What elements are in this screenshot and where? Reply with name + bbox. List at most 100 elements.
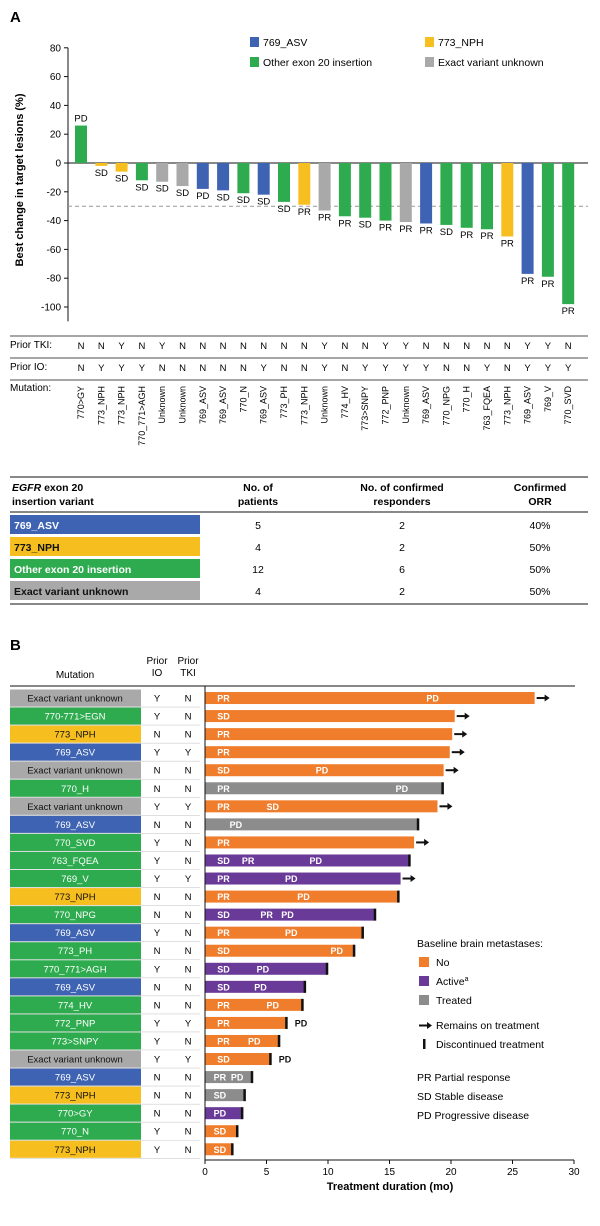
waterfall-bar-8 xyxy=(237,163,250,194)
bar-label-17-1: PD xyxy=(267,1000,280,1010)
row-prior-tki-18: Y xyxy=(185,1018,192,1029)
bar-label-20-1: PD xyxy=(279,1055,292,1065)
table-header-responders-2: responders xyxy=(373,496,430,508)
mutation-label-19: 770_H xyxy=(462,386,472,413)
col-header-prior-tki-2: TKI xyxy=(180,668,196,679)
row-prior-tki-10: Y xyxy=(185,874,192,885)
duration-bar-9 xyxy=(205,854,410,867)
discontinued-tick-15 xyxy=(325,962,329,975)
prior-io-9: Y xyxy=(261,363,268,374)
y-tick-label-1: 60 xyxy=(50,72,62,83)
row-prior-io-10: Y xyxy=(154,874,161,885)
prior-io-15: Y xyxy=(382,363,389,374)
bar-label-5-0: PR xyxy=(217,784,230,794)
response-label-8: SD xyxy=(237,195,250,206)
prior-io-7: N xyxy=(220,363,227,374)
row-prior-io-3: Y xyxy=(154,748,161,759)
waterfall-bar-7 xyxy=(217,163,230,191)
table-header-variant-rest: exon 20 xyxy=(41,482,83,494)
mutation-cell-10 xyxy=(10,870,141,888)
table-header-variant: EGFR exon 20 xyxy=(12,482,83,494)
mutation-label-12: Unknown xyxy=(320,386,330,424)
response-label-13: PR xyxy=(338,218,351,229)
bar-label-15-1: PD xyxy=(257,964,270,974)
mutation-label-22: 769_ASV xyxy=(523,386,533,424)
y-tick-label-9: -100 xyxy=(41,303,61,314)
ongoing-arrowhead-4 xyxy=(453,766,459,774)
mutation-cell-14 xyxy=(10,942,141,960)
ongoing-arrowhead-3 xyxy=(459,748,465,756)
symbol-tick xyxy=(423,1039,426,1049)
prior-io-11: N xyxy=(301,363,308,374)
duration-bar-22 xyxy=(205,1089,245,1102)
mutation-3: 769_ASV xyxy=(55,748,96,759)
bar-label-3-0: PR xyxy=(217,748,230,758)
mutation-1: 770-771>EGN xyxy=(45,712,106,723)
table-variant-cell-1 xyxy=(10,537,200,556)
status-label-1: Activea xyxy=(436,976,469,988)
y-tick-label-7: -60 xyxy=(47,245,62,256)
prior-tki-8: N xyxy=(240,341,247,352)
table-header-responders-1: No. of confirmed xyxy=(360,482,443,494)
mutation-label-11: 773_NPH xyxy=(299,386,309,425)
mutation-0: Exact variant unknown xyxy=(27,694,123,705)
prior-tki-22: Y xyxy=(524,341,531,352)
mutation-20: Exact variant unknown xyxy=(27,1055,123,1066)
row-prior-tki-3: Y xyxy=(185,748,192,759)
row-prior-tki-16: N xyxy=(185,982,192,993)
bar-label-4-1: PD xyxy=(316,766,329,776)
row-prior-tki-20: Y xyxy=(185,1055,192,1066)
table-variant-cell-3 xyxy=(10,581,200,600)
waterfall-annotation-rows: Prior TKI: Prior IO: Mutation: NN770>GYN… xyxy=(10,335,588,446)
row-prior-tki-13: N xyxy=(185,928,192,939)
mutation-6: Exact variant unknown xyxy=(27,802,123,813)
prior-tki-3: N xyxy=(138,341,145,352)
response-label-20: PR xyxy=(480,231,493,242)
mutation-cell-3 xyxy=(10,743,141,761)
bar-label-17-0: PR xyxy=(217,1000,230,1010)
discontinued-tick-20 xyxy=(269,1053,272,1066)
row-prior-io-13: Y xyxy=(154,928,161,939)
x-tick-label-4: 20 xyxy=(445,1167,457,1178)
bar-label-13-1: PD xyxy=(285,928,298,938)
prior-tki-5: N xyxy=(179,341,186,352)
mutation-label-9: 769_ASV xyxy=(259,386,269,424)
response-label-3: SD xyxy=(135,182,148,193)
prior-tki-16: Y xyxy=(403,341,410,352)
mutation-13: 769_ASV xyxy=(55,928,96,939)
discontinued-tick-13 xyxy=(361,926,364,939)
table-orr-1: 50% xyxy=(529,542,550,554)
bar-label-13-0: PR xyxy=(217,928,230,938)
symbol-label-1: Discontinued treatment xyxy=(436,1039,544,1051)
row-prior-tki-22: N xyxy=(185,1091,192,1102)
x-tick-label-1: 5 xyxy=(264,1167,270,1178)
discontinued-tick-5 xyxy=(441,782,444,795)
mutation-cell-6 xyxy=(10,797,141,815)
mutation-cell-12 xyxy=(10,906,141,924)
bar-label-0-0: PR xyxy=(217,694,230,704)
ongoing-arrowhead-1 xyxy=(464,712,470,720)
bar-label-10-0: PR xyxy=(217,874,230,884)
waterfall-bar-1 xyxy=(95,163,108,166)
response-label-22: PR xyxy=(521,276,534,287)
mutation-label-6: 769_ASV xyxy=(198,386,208,424)
mutation-cell-16 xyxy=(10,978,141,996)
mutation-12: 770_NPG xyxy=(54,910,96,921)
mutation-cell-9 xyxy=(10,851,141,869)
prior-io-23: Y xyxy=(545,363,552,374)
bar-label-0-1: PD xyxy=(426,694,439,704)
mutation-cell-18 xyxy=(10,1014,141,1032)
mutation-cell-19 xyxy=(10,1032,141,1050)
response-label-1: SD xyxy=(95,168,108,179)
row-prior-tki-6: Y xyxy=(185,802,192,813)
duration-bar-20 xyxy=(205,1053,271,1066)
waterfall-bar-6 xyxy=(196,163,209,189)
row-prior-io-23: N xyxy=(154,1109,161,1120)
prior-tki-9: N xyxy=(260,341,267,352)
x-tick-label-5: 25 xyxy=(507,1167,519,1178)
response-label-10: SD xyxy=(277,204,290,215)
discontinued-tick-16 xyxy=(303,980,307,993)
row-prior-tki-14: N xyxy=(185,946,192,957)
prior-tki-0: N xyxy=(78,341,85,352)
row-prior-io-8: Y xyxy=(154,838,161,849)
